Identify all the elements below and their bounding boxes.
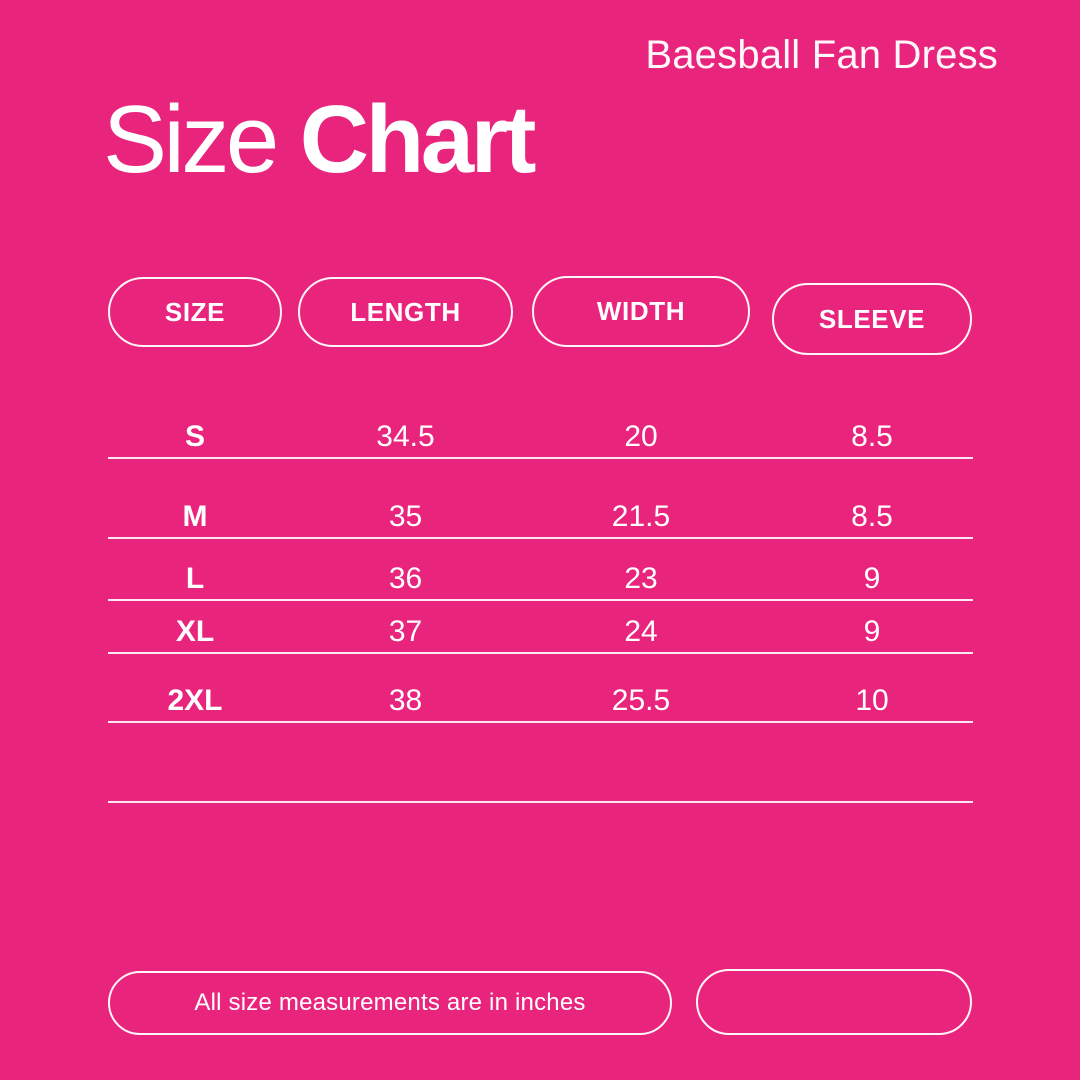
width-value: 20 [624,420,658,453]
table-row-2xl: 2XL 38 25.5 10 [108,671,973,723]
title-word-size: Size [103,86,279,193]
table-row-s: S 34.5 20 8.5 [108,407,973,459]
column-header-size: SIZE [108,277,282,347]
empty-row-divider [108,801,973,803]
sleeve-value: 9 [863,615,881,648]
width-value: 23 [624,562,658,595]
sleeve-value: 8.5 [851,420,893,453]
size-label: 2XL [167,684,223,717]
width-value: 24 [624,615,658,648]
size-label: L [185,562,205,595]
column-header-length: LENGTH [298,277,513,347]
table-row-xl: XL 37 24 9 [108,602,973,654]
units-note-text: All size measurements are in inches [194,989,586,1016]
size-label: M [182,500,208,533]
column-header-sleeve: SLEEVE [772,283,972,355]
width-value: 21.5 [611,500,671,533]
empty-pill [696,969,972,1035]
table-row-m: M 35 21.5 8.5 [108,487,973,539]
size-label: S [184,420,205,453]
length-value: 37 [388,615,423,648]
table-row-l: L 36 23 9 [108,549,973,601]
length-value: 38 [388,684,423,717]
title-word-chart: Chart [299,86,537,193]
page-title: Size Chart [103,89,536,191]
length-value: 34.5 [376,420,435,453]
sleeve-value: 10 [855,684,889,717]
units-note-pill: All size measurements are in inches [108,971,672,1035]
product-name: Baesball Fan Dress [645,33,998,77]
sleeve-value: 9 [863,562,881,595]
sleeve-value: 8.5 [851,500,893,533]
width-value: 25.5 [611,684,671,717]
size-label: XL [175,615,215,648]
length-value: 36 [388,562,423,595]
length-value: 35 [388,500,423,533]
column-header-width: WIDTH [532,276,750,347]
